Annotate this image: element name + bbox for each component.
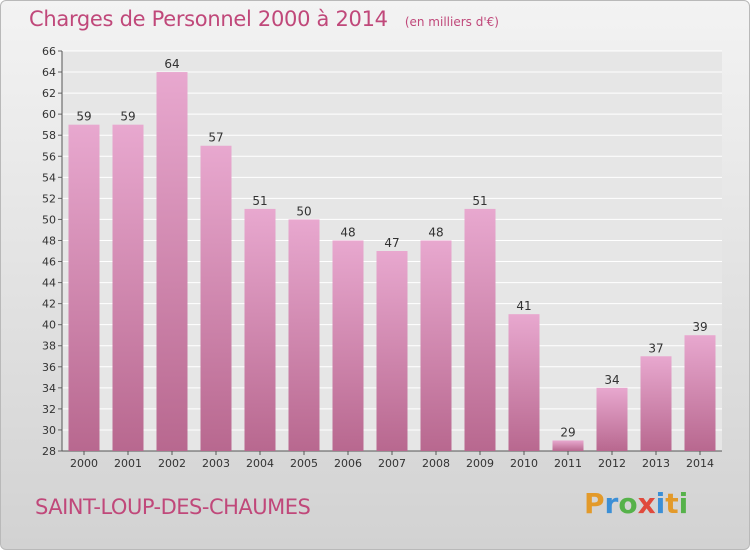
y-tick-label: 66 <box>42 45 56 58</box>
x-tick-label: 2011 <box>554 457 582 470</box>
y-tick-label: 46 <box>42 256 56 269</box>
y-tick-label: 64 <box>42 66 56 79</box>
bar-value-label: 57 <box>208 131 223 145</box>
bar-value-label: 37 <box>648 341 663 355</box>
bar-2000 <box>68 124 100 452</box>
x-tick-label: 2002 <box>158 457 186 470</box>
bar-2004 <box>244 208 276 451</box>
x-tick-label: 2006 <box>334 457 362 470</box>
y-tick-label: 30 <box>42 424 56 437</box>
y-tick-label: 48 <box>42 234 56 247</box>
y-tick-label: 34 <box>42 382 56 395</box>
y-tick-label: 42 <box>42 298 56 311</box>
bar-value-label: 29 <box>560 425 575 439</box>
bar-2012 <box>596 387 628 451</box>
bar-2011 <box>552 440 584 451</box>
y-tick-label: 38 <box>42 340 56 353</box>
brand-letter: i <box>655 487 666 520</box>
brand-letter: o <box>618 487 638 520</box>
bar-2001 <box>112 124 144 452</box>
y-tick-label: 44 <box>42 277 56 290</box>
y-tick-label: 32 <box>42 403 56 416</box>
x-tick-label: 2014 <box>686 457 714 470</box>
x-tick-label: 2005 <box>290 457 318 470</box>
x-tick-label: 2010 <box>510 457 538 470</box>
y-tick-label: 54 <box>42 171 56 184</box>
title-row: Charges de Personnel 2000 à 2014 (en mil… <box>29 7 499 31</box>
chart-subtitle: (en milliers d'€) <box>404 15 499 29</box>
bar-value-label: 34 <box>604 373 619 387</box>
chart-title: Charges de Personnel 2000 à 2014 <box>29 7 388 31</box>
bar-2005 <box>288 219 320 451</box>
bar-value-label: 59 <box>76 110 91 124</box>
x-tick-label: 2000 <box>70 457 98 470</box>
bar-2013 <box>640 356 672 451</box>
bar-value-label: 47 <box>384 236 399 250</box>
bar-value-label: 51 <box>252 194 267 208</box>
bar-value-label: 51 <box>472 194 487 208</box>
y-tick-label: 50 <box>42 213 56 226</box>
x-tick-label: 2001 <box>114 457 142 470</box>
bar-2008 <box>420 240 452 451</box>
bar-2010 <box>508 314 540 451</box>
y-tick-label: 60 <box>42 108 56 121</box>
bar-value-label: 50 <box>296 204 311 218</box>
brand-letter: t <box>665 487 679 520</box>
bar-value-label: 39 <box>692 320 707 334</box>
bar-value-label: 59 <box>120 110 135 124</box>
bar-2002 <box>156 72 188 451</box>
bar-value-label: 64 <box>164 57 179 71</box>
brand-letter: i <box>678 487 689 520</box>
x-tick-label: 2003 <box>202 457 230 470</box>
x-tick-label: 2013 <box>642 457 670 470</box>
y-tick-label: 58 <box>42 129 56 142</box>
bar-2007 <box>376 251 408 451</box>
bar-value-label: 41 <box>516 299 531 313</box>
bar-2009 <box>464 208 496 451</box>
bar-2014 <box>684 335 716 451</box>
y-tick-label: 36 <box>42 361 56 374</box>
brand-logo: Proxiti <box>584 487 688 520</box>
bar-value-label: 48 <box>428 225 443 239</box>
brand-letter: r <box>604 487 619 520</box>
x-tick-label: 2012 <box>598 457 626 470</box>
x-tick-label: 2004 <box>246 457 274 470</box>
bar-2006 <box>332 240 364 451</box>
y-tick-label: 62 <box>42 87 56 100</box>
bar-2003 <box>200 145 232 451</box>
y-tick-label: 40 <box>42 319 56 332</box>
x-tick-label: 2007 <box>378 457 406 470</box>
x-tick-label: 2008 <box>422 457 450 470</box>
x-tick-label: 2009 <box>466 457 494 470</box>
brand-letter: P <box>584 487 605 520</box>
y-tick-label: 56 <box>42 150 56 163</box>
brand-letter: x <box>637 487 656 520</box>
y-tick-label: 28 <box>42 445 56 458</box>
y-tick-label: 52 <box>42 192 56 205</box>
city-name: SAINT-LOUP-DES-CHAUMES <box>35 495 311 519</box>
bar-value-label: 48 <box>340 225 355 239</box>
